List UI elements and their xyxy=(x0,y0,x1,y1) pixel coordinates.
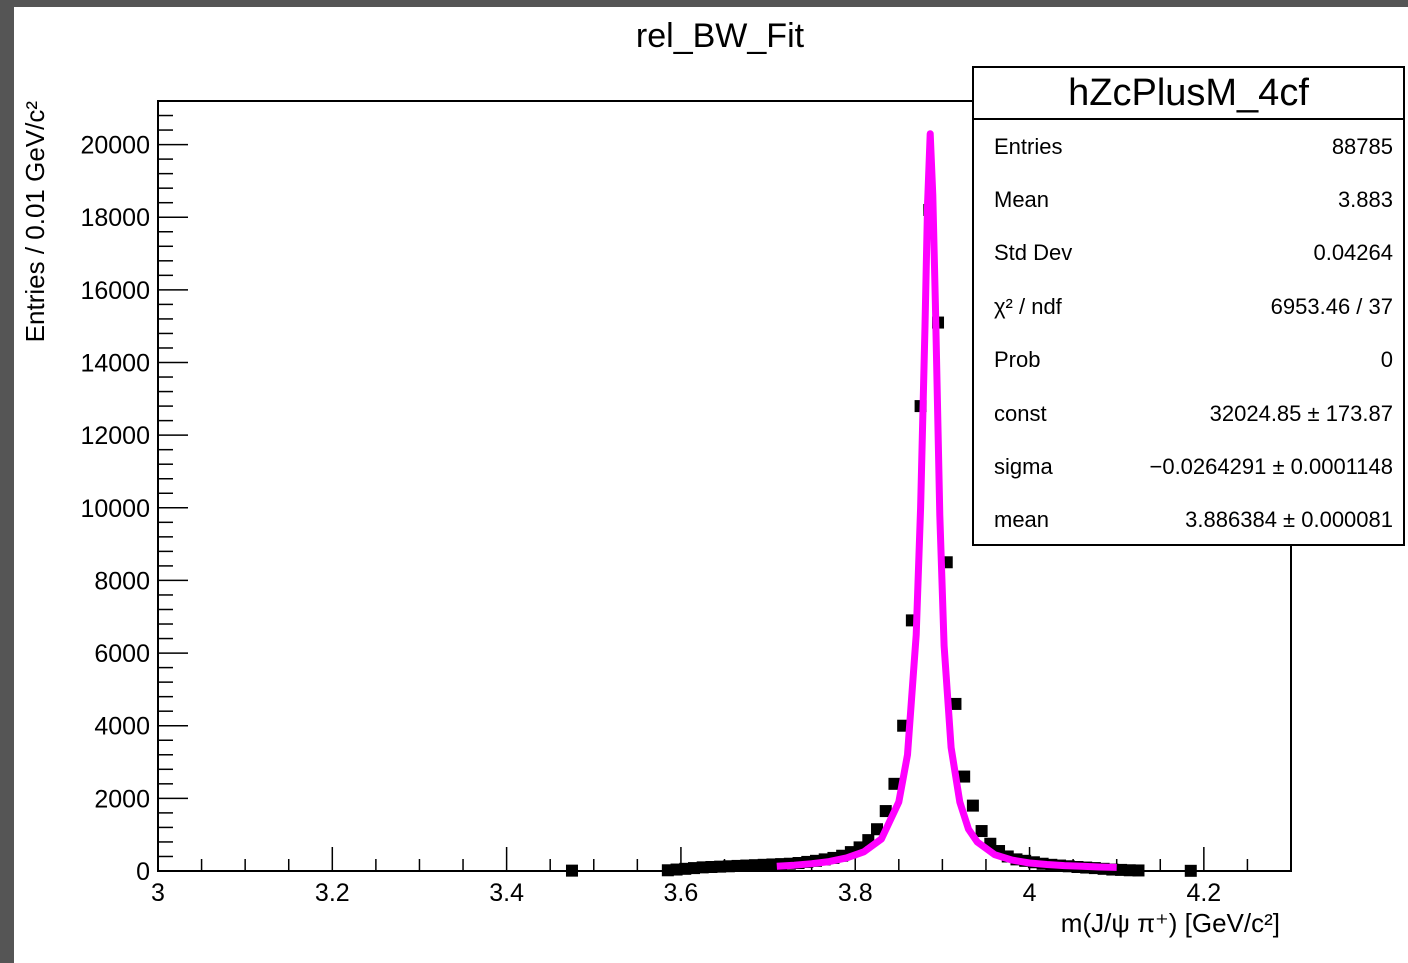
stats-row: sigma −0.0264291 ± 0.0001148 xyxy=(974,440,1403,493)
y-tick-label: 16000 xyxy=(80,277,150,305)
x-tick-label: 4 xyxy=(1023,879,1037,907)
data-point xyxy=(958,770,971,783)
stats-label: sigma xyxy=(994,454,1053,480)
fit-curve xyxy=(776,130,1117,871)
axis-tick-labels: 3 3.2 3.4 3.6 3.8 4 4.2 0 2000 4000 6000 8000 10000 1… xyxy=(80,132,1221,907)
stats-label: Std Dev xyxy=(994,240,1073,266)
stats-row: Mean 3.883 xyxy=(974,173,1403,226)
x-tick-label: 3 xyxy=(151,879,165,907)
stats-value: 3.886384 ± 0.000081 xyxy=(1185,507,1393,533)
data-point xyxy=(565,864,578,877)
stats-row: Prob 0 xyxy=(974,334,1403,387)
stats-row: const 32024.85 ± 173.87 xyxy=(974,387,1403,440)
axis-ticks xyxy=(157,114,1292,872)
y-tick-label: 12000 xyxy=(80,422,150,450)
data-point xyxy=(871,823,884,836)
x-tick-label: 4.2 xyxy=(1186,879,1221,907)
stats-value: −0.0264291 ± 0.0001148 xyxy=(1149,454,1393,480)
x-tick-label: 3.4 xyxy=(489,879,524,907)
stats-box: hZcPlusM_4cf Entries 88785 Mean 3.883 Std De… xyxy=(972,66,1405,546)
y-tick-label: 0 xyxy=(136,858,150,886)
data-point xyxy=(966,799,979,812)
stats-value: 0.04264 xyxy=(1313,240,1393,266)
chart-title: rel_BW_Fit xyxy=(636,17,805,55)
stats-value: 6953.46 / 37 xyxy=(1270,293,1393,319)
stats-label: mean xyxy=(994,507,1050,533)
data-point xyxy=(879,805,892,818)
data-point xyxy=(975,825,988,838)
y-tick-label: 14000 xyxy=(80,350,150,378)
stats-value: 88785 xyxy=(1331,133,1393,159)
stats-title: hZcPlusM_4cf xyxy=(974,68,1403,120)
y-tick-label: 20000 xyxy=(80,132,150,160)
stats-label: Mean xyxy=(994,187,1050,213)
x-tick-label: 3.2 xyxy=(315,879,350,907)
stats-row: mean 3.886384 ± 0.000081 xyxy=(974,494,1403,547)
data-point xyxy=(1132,864,1145,877)
chart: rel_BW_Fit 3 3.2 3.4 3.6 3.8 4 4.2 0 2000 4000 600… xyxy=(20,17,1292,938)
stats-label: Entries xyxy=(994,133,1063,159)
stats-label: χ² / ndf xyxy=(994,293,1062,319)
stats-value: 32024.85 ± 173.87 xyxy=(1209,400,1393,426)
x-axis-label: m(J/ψ π⁺) [GeV/c²] xyxy=(1061,908,1280,938)
stats-row: Std Dev 0.04264 xyxy=(974,227,1403,280)
stats-value: 3.883 xyxy=(1337,187,1393,213)
y-tick-label: 10000 xyxy=(80,495,150,523)
y-tick-label: 4000 xyxy=(94,713,150,741)
data-point xyxy=(949,697,962,710)
stats-rows: Entries 88785 Mean 3.883 Std Dev 0.04264 χ² / … xyxy=(974,120,1403,547)
stats-label: Prob xyxy=(994,347,1041,373)
x-tick-label: 3.8 xyxy=(838,879,873,907)
data-point xyxy=(888,777,901,790)
stats-label: const xyxy=(994,400,1047,426)
data-points xyxy=(565,203,1197,877)
x-tick-label: 3.6 xyxy=(664,879,699,907)
y-tick-label: 2000 xyxy=(94,785,150,813)
y-axis-label: Entries / 0.01 GeV/c² xyxy=(20,101,50,343)
y-tick-label: 8000 xyxy=(94,567,150,595)
y-tick-label: 18000 xyxy=(80,204,150,232)
stats-row: χ² / ndf 6953.46 / 37 xyxy=(974,280,1403,333)
stats-row: Entries 88785 xyxy=(974,120,1403,173)
plot-canvas: rel_BW_Fit 3 3.2 3.4 3.6 3.8 4 4.2 0 2000 4000 600… xyxy=(14,7,1408,963)
data-point xyxy=(1184,864,1197,877)
y-tick-label: 6000 xyxy=(94,640,150,668)
stats-value: 0 xyxy=(1380,347,1393,373)
